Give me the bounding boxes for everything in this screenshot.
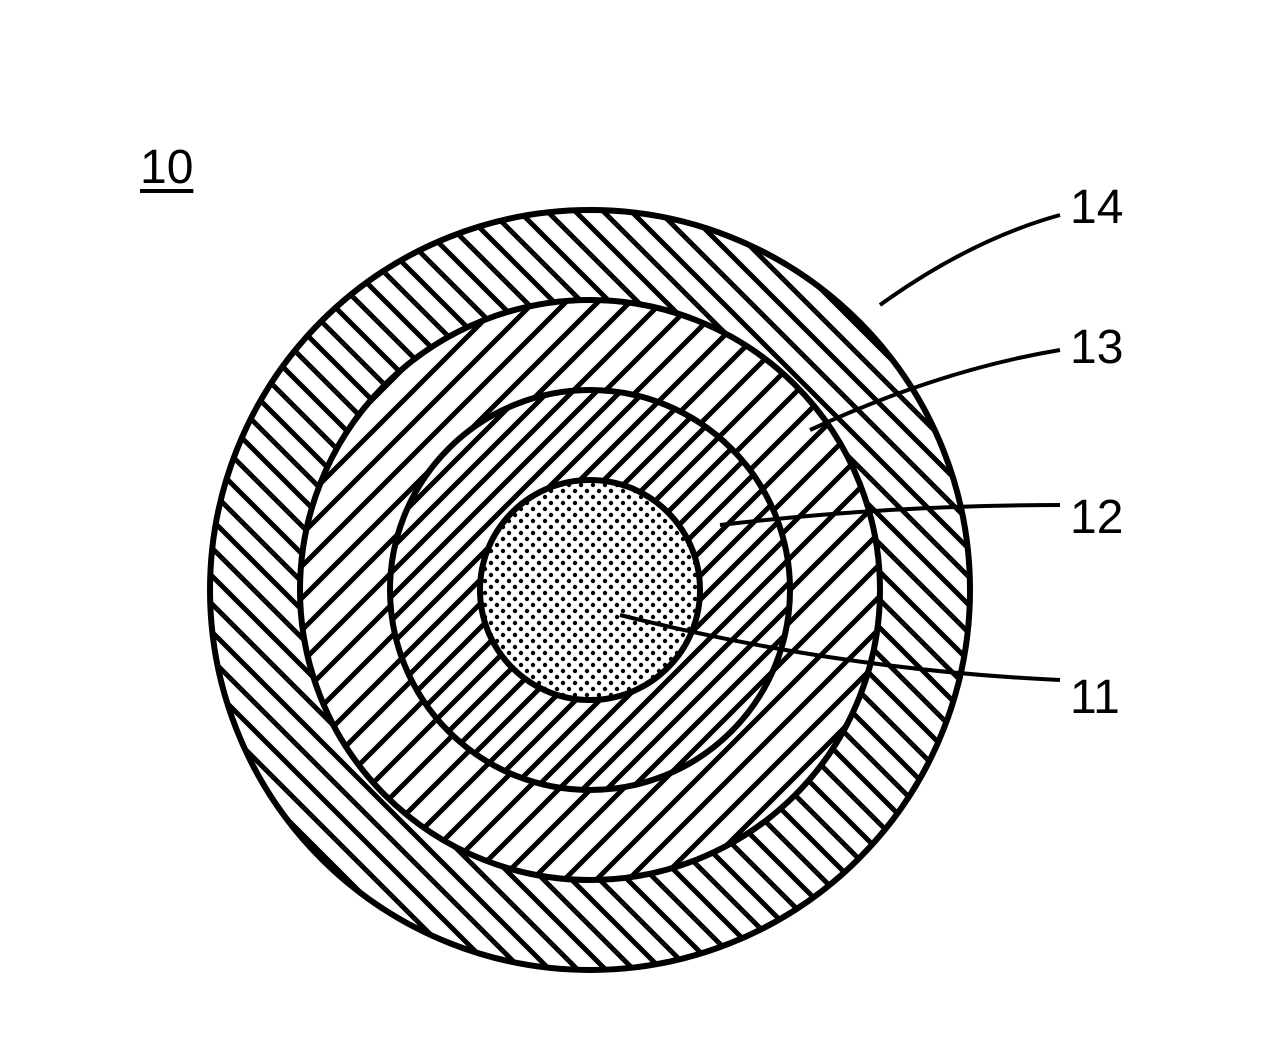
callout-label-12: 12 [1070,490,1123,545]
cross-section-diagram: 10 14 13 12 11 [50,50,1237,991]
callout-label-14: 14 [1070,180,1123,235]
diagram-svg [50,50,1237,991]
figure-number-label: 10 [140,140,193,195]
callout-label-13: 13 [1070,320,1123,375]
layer-core [480,480,700,700]
callout-label-11: 11 [1070,670,1120,725]
